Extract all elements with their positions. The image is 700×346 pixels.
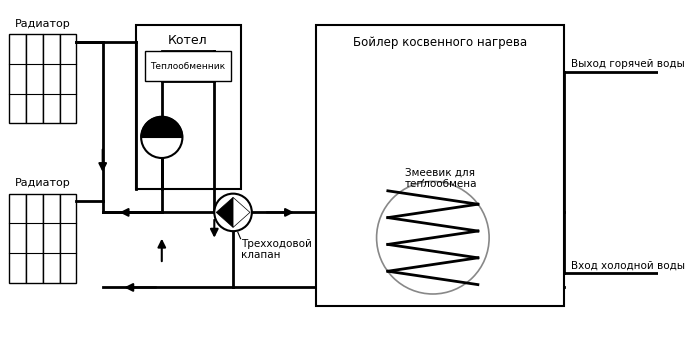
Bar: [43, 34, 60, 123]
Bar: [60, 34, 76, 123]
Polygon shape: [141, 117, 183, 137]
Bar: [60, 194, 76, 283]
Text: Трехходовой
клапан: Трехходовой клапан: [241, 239, 312, 260]
Circle shape: [377, 181, 489, 294]
Text: Змеевик для
теплообмена: Змеевик для теплообмена: [405, 167, 477, 189]
Circle shape: [141, 117, 183, 158]
Bar: [9, 194, 26, 283]
Text: Котел: Котел: [168, 34, 208, 47]
Polygon shape: [233, 197, 250, 227]
Text: Теплообменник: Теплообменник: [150, 62, 225, 71]
Bar: [26, 194, 43, 283]
Bar: [43, 194, 60, 283]
Bar: [145, 51, 231, 81]
Circle shape: [214, 194, 252, 231]
Bar: [316, 25, 564, 306]
Bar: [136, 25, 241, 189]
Bar: [9, 34, 26, 123]
Text: Выход горячей воды: Выход горячей воды: [570, 59, 685, 69]
Text: Бойлер косвенного нагрева: Бойлер косвенного нагрева: [353, 36, 527, 49]
Polygon shape: [216, 197, 233, 227]
Text: Радиатор: Радиатор: [15, 19, 71, 29]
Bar: [26, 34, 43, 123]
Text: Радиатор: Радиатор: [15, 178, 71, 188]
Text: Вход холодной воды: Вход холодной воды: [570, 261, 685, 271]
